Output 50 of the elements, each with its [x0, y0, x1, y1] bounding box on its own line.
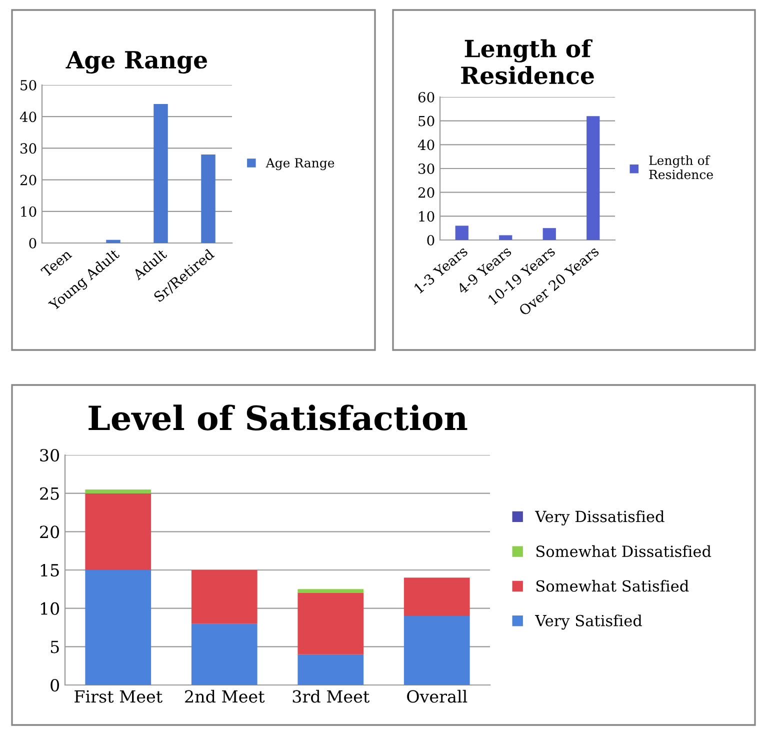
- y-tick-label: 25: [40, 487, 59, 500]
- bar: [85, 493, 152, 570]
- legend-label: Length of Residence: [649, 155, 713, 180]
- chart-title: Level of Satisfaction: [88, 404, 468, 430]
- y-tick-label: 20: [20, 174, 36, 186]
- y-tick-label: 40: [418, 140, 434, 150]
- bar: [191, 570, 258, 624]
- y-tick-label: 15: [40, 564, 59, 577]
- y-tick-label: 10: [21, 206, 36, 217]
- bar: [106, 240, 120, 243]
- y-tick-label: 30: [20, 143, 36, 154]
- y-tick-label: 20: [40, 526, 60, 538]
- y-tick-label: 30: [40, 448, 60, 462]
- y-tick-label: 5: [50, 640, 59, 654]
- y-tick-label: 0: [427, 234, 434, 246]
- legend-label: Very Dissatisfied: [535, 510, 664, 526]
- y-tick-label: 50: [418, 116, 434, 126]
- legend-label: Very Satisfied: [535, 614, 642, 630]
- y-tick-label: 0: [50, 678, 60, 692]
- legend-label: Somewhat Dissatisfied: [536, 545, 712, 558]
- y-tick-label: 0: [29, 238, 36, 248]
- y-tick-label: 20: [418, 187, 434, 198]
- y-tick-label: 60: [418, 92, 434, 102]
- x-tick-label: Overall: [407, 690, 468, 703]
- bar: [499, 235, 512, 240]
- bar: [404, 616, 470, 685]
- chart-title: Length of Residence: [461, 39, 594, 84]
- bar: [455, 226, 468, 240]
- y-tick-label: 50: [20, 80, 36, 90]
- chart-title: Age Range: [66, 51, 208, 74]
- bar: [404, 578, 470, 616]
- bar: [542, 228, 556, 240]
- x-tick-label: 3rd Meet: [292, 690, 370, 703]
- y-tick-label: 30: [418, 163, 434, 174]
- bar: [201, 154, 216, 243]
- bar: [586, 116, 600, 240]
- y-tick-label: 40: [20, 112, 36, 122]
- bar: [154, 104, 168, 243]
- legend-label: Somewhat Satisfied: [536, 580, 689, 592]
- x-tick-label: 2nd Meet: [185, 690, 265, 703]
- bar: [298, 654, 364, 685]
- bar: [298, 589, 364, 593]
- legend-label: Age Range: [266, 158, 334, 170]
- bar: [298, 593, 364, 654]
- y-tick-label: 10: [40, 602, 60, 615]
- bar: [85, 570, 152, 685]
- bar: [85, 490, 152, 494]
- y-tick-label: 10: [419, 211, 434, 222]
- bar: [191, 624, 258, 685]
- x-tick-label: First Meet: [74, 690, 162, 703]
